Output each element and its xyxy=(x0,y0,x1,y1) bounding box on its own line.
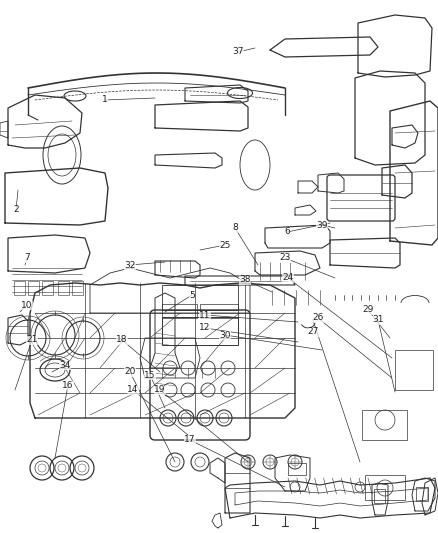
Text: 6: 6 xyxy=(284,228,290,237)
Text: 29: 29 xyxy=(362,305,374,314)
Bar xyxy=(42,281,53,295)
Bar xyxy=(374,489,385,503)
Text: 26: 26 xyxy=(312,313,324,322)
Bar xyxy=(58,281,69,295)
Bar xyxy=(72,281,83,295)
Text: 7: 7 xyxy=(24,254,30,262)
Text: 37: 37 xyxy=(232,47,244,56)
Text: 1: 1 xyxy=(102,95,108,104)
Bar xyxy=(162,285,238,310)
Bar xyxy=(200,304,238,318)
Text: 39: 39 xyxy=(316,221,328,230)
Bar xyxy=(14,281,25,295)
Bar xyxy=(362,410,407,440)
Text: 17: 17 xyxy=(184,435,196,445)
Bar xyxy=(162,304,197,318)
Text: 18: 18 xyxy=(116,335,128,344)
Text: 24: 24 xyxy=(283,273,293,282)
Text: 10: 10 xyxy=(21,301,33,310)
Text: 15: 15 xyxy=(144,370,156,379)
Text: 12: 12 xyxy=(199,324,211,333)
Bar xyxy=(28,281,39,295)
Text: 11: 11 xyxy=(199,311,211,319)
Text: 27: 27 xyxy=(307,327,319,336)
Text: 38: 38 xyxy=(239,276,251,285)
Text: 32: 32 xyxy=(124,261,136,270)
Text: 20: 20 xyxy=(124,367,136,376)
Text: 2: 2 xyxy=(13,206,19,214)
Text: 16: 16 xyxy=(62,381,74,390)
Text: 5: 5 xyxy=(189,290,195,300)
Text: 23: 23 xyxy=(279,254,291,262)
Text: 21: 21 xyxy=(26,335,38,344)
Bar xyxy=(288,463,306,475)
Text: 14: 14 xyxy=(127,385,139,394)
Text: 19: 19 xyxy=(154,385,166,394)
Bar xyxy=(162,317,238,345)
Text: 30: 30 xyxy=(219,330,231,340)
Text: 25: 25 xyxy=(219,240,231,249)
Text: 34: 34 xyxy=(59,360,71,369)
Bar xyxy=(365,475,405,500)
Bar xyxy=(416,487,428,501)
Text: 8: 8 xyxy=(232,223,238,232)
Bar xyxy=(395,350,433,390)
Text: 31: 31 xyxy=(372,316,384,325)
